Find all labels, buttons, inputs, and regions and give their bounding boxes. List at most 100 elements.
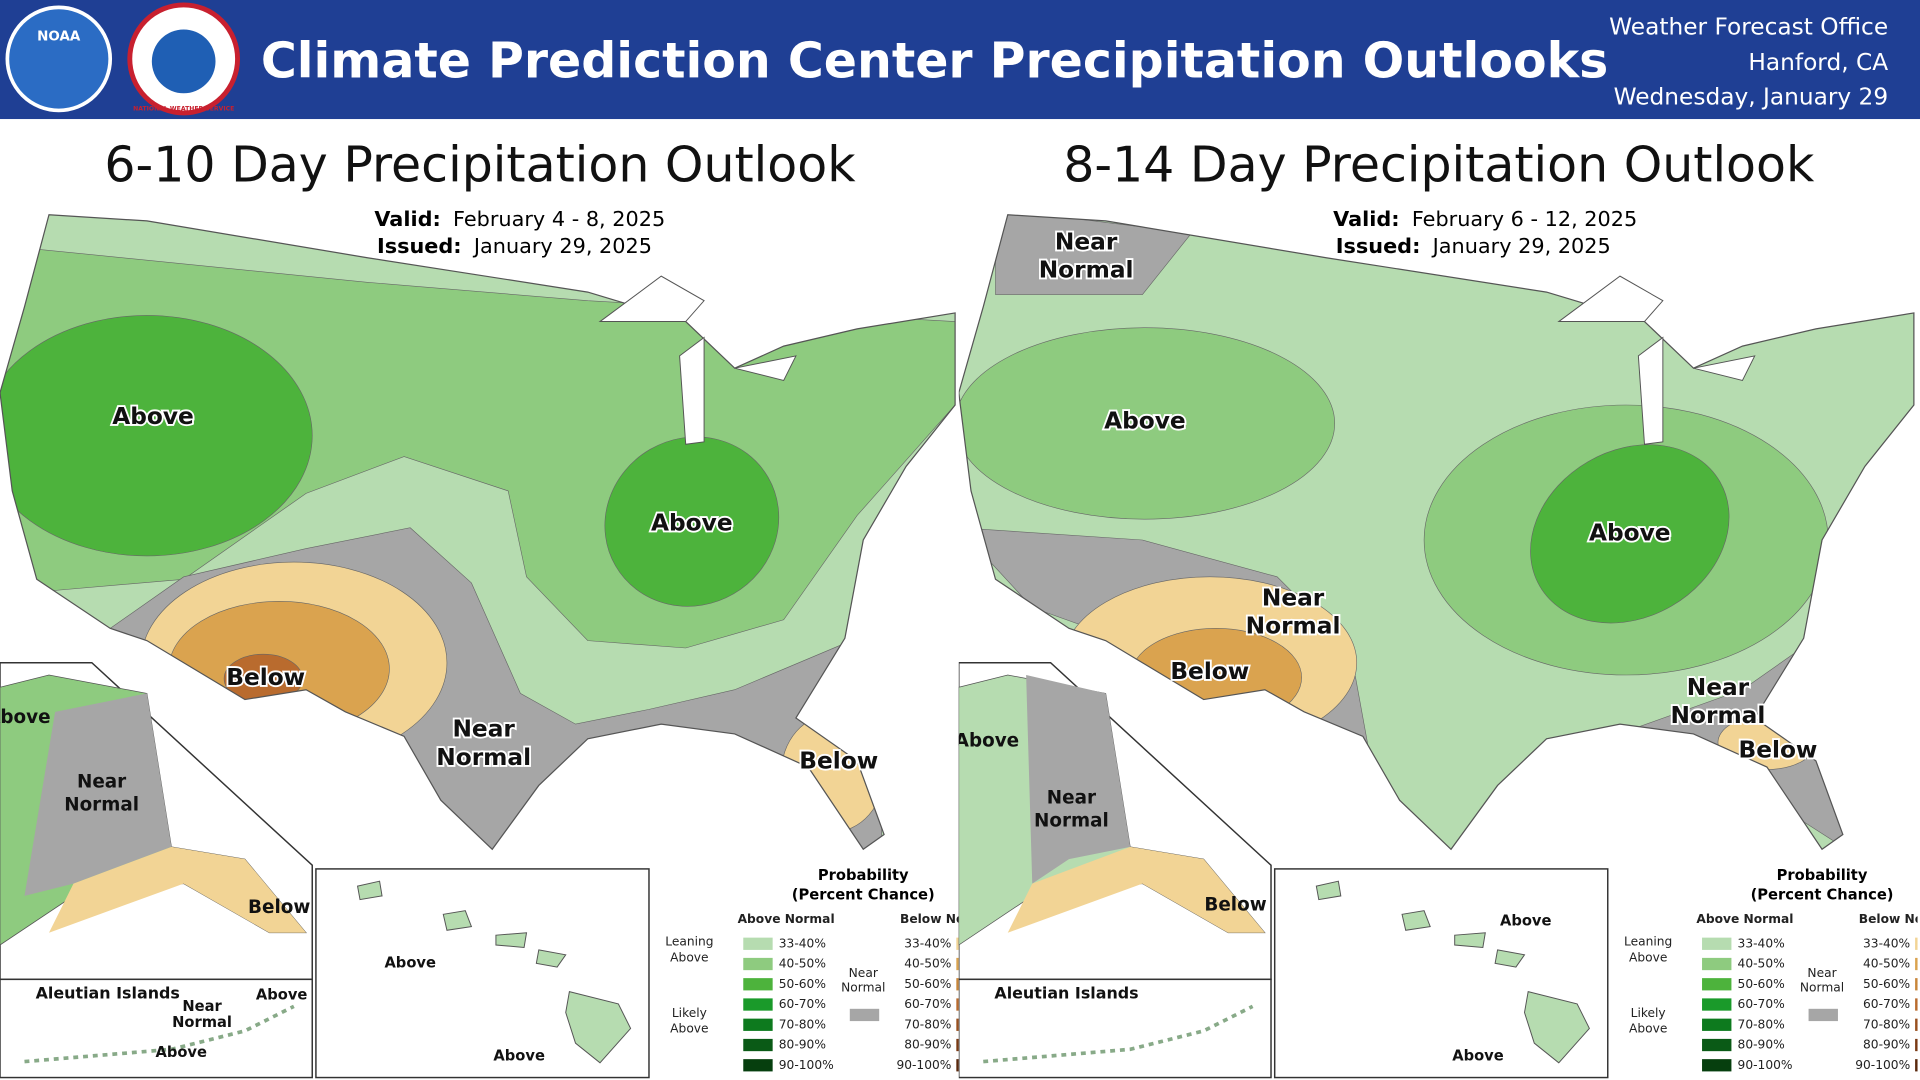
legend-swatch — [1702, 957, 1732, 971]
legend-swatch — [1915, 937, 1918, 950]
office-line: Hanford, CA — [1748, 49, 1888, 76]
valid-value: February 6 - 12, 2025 — [1412, 207, 1637, 231]
legend-swatch — [743, 998, 773, 1011]
hawaii-label: Above — [1500, 913, 1552, 930]
legend-swatch — [956, 957, 959, 971]
tspan: Normal — [841, 981, 885, 995]
issued-value: January 29, 2025 — [1431, 234, 1611, 258]
aleutian-box — [0, 978, 313, 1079]
legend-swatch — [743, 1059, 773, 1072]
legend-swatch — [743, 978, 773, 991]
aleutian-label: Aleutian Islands — [994, 984, 1138, 1003]
legend-range: 90-100% — [779, 1058, 834, 1072]
legend-range: 33-40% — [904, 936, 951, 950]
tspan: Normal — [172, 1014, 232, 1031]
zone — [958, 327, 1335, 520]
regions-label: Below — [226, 664, 305, 691]
legend-swatch — [956, 1038, 959, 1052]
issued-value: January 29, 2025 — [472, 234, 652, 258]
map-title: 6-10 Day Precipitation Outlook — [104, 136, 856, 194]
hawaii-label: Above — [384, 954, 436, 971]
alaska-zone — [1026, 675, 1131, 884]
legend-group: Leaning Above — [1624, 935, 1672, 965]
aleutian-label: Near Normal — [172, 998, 232, 1031]
office-line: Wednesday, January 29 — [1614, 83, 1889, 110]
legend-range: 50-60% — [1863, 977, 1910, 991]
tspan: Near — [1262, 584, 1325, 611]
alaska-label: Near Normal — [1034, 787, 1109, 831]
legend-swatch — [1702, 1059, 1732, 1072]
aleutian-box — [958, 978, 1272, 1079]
legend-range: 80-90% — [904, 1038, 951, 1052]
legend-swatch — [956, 1059, 959, 1072]
valid-label: Valid: — [1333, 207, 1399, 231]
tspan: Near — [452, 715, 515, 742]
legend-title: Probability — [1777, 867, 1868, 884]
tspan: Likely — [672, 1006, 707, 1020]
alaska-label: Below — [248, 897, 310, 918]
aleutian-label: Aleutian Islands — [36, 984, 180, 1003]
legend-swatch — [849, 1008, 880, 1022]
legend-range: 33-40% — [1738, 936, 1785, 950]
legend-swatch — [1702, 937, 1732, 950]
legend-group: Leaning Above — [665, 935, 713, 965]
legend-swatch — [956, 978, 959, 991]
tspan: Normal — [64, 795, 139, 816]
legend-range: 80-90% — [1863, 1038, 1910, 1052]
regions-label: Below — [799, 748, 878, 775]
legend-range: 50-60% — [1738, 977, 1785, 991]
noaa-logo-text: NOAA — [37, 28, 81, 44]
nws-logo-text: NATIONAL WEATHER SERVICE — [133, 105, 234, 112]
legend-range: 70-80% — [779, 1017, 826, 1031]
alaska-zone — [24, 693, 172, 896]
legend-swatch — [1808, 1008, 1838, 1022]
header-title: Climate Prediction Center Precipitation … — [261, 31, 1608, 89]
alaska-label: Near Normal — [64, 771, 139, 815]
tspan: Leaning — [665, 935, 713, 949]
noaa-logo — [5, 5, 113, 113]
legend-near: Near Normal — [1800, 966, 1844, 995]
aleutian-label: Above — [256, 986, 308, 1003]
legend-range: 80-90% — [779, 1038, 826, 1052]
legend-swatch — [956, 1018, 959, 1031]
legend-range: 40-50% — [1738, 957, 1785, 971]
legend-swatch — [956, 937, 959, 950]
zone — [1530, 444, 1730, 624]
hawaii-islands — [356, 880, 632, 1064]
legend-title: (Percent Chance) — [1751, 887, 1894, 904]
legend-range: 70-80% — [1863, 1017, 1910, 1031]
header-bar — [0, 0, 1920, 120]
legend-range: 40-50% — [779, 957, 826, 971]
legend-range: 33-40% — [779, 936, 826, 950]
legend-header: Above Normal — [738, 912, 835, 926]
legend-range: 60-70% — [779, 997, 826, 1011]
legend-swatch — [956, 998, 959, 1011]
regions-label: Above — [651, 510, 733, 537]
tspan: Normal — [1800, 981, 1844, 995]
valid-label: Valid: — [374, 207, 440, 231]
regions-label: Above — [1589, 519, 1671, 546]
tspan: Above — [1629, 951, 1667, 965]
tspan: Normal — [1034, 811, 1109, 832]
regions-label: Near Normal — [436, 715, 531, 770]
hawaii-label: Above — [493, 1048, 545, 1065]
legend-title: Probability — [818, 867, 909, 884]
tspan: Near — [1687, 673, 1750, 700]
legend-swatch — [1915, 978, 1918, 991]
legend-swatch — [1915, 998, 1918, 1011]
tspan: Above — [670, 1022, 708, 1036]
tspan: Near — [849, 966, 879, 980]
tspan: Near — [182, 998, 222, 1015]
aleutian-islands — [983, 1004, 1254, 1064]
valid-value: February 4 - 8, 2025 — [453, 207, 665, 231]
legend-range: 33-40% — [1863, 936, 1910, 950]
legend-range: 90-100% — [1738, 1058, 1793, 1072]
office-line: Weather Forecast Office — [1609, 13, 1888, 40]
legend-near: Near Normal — [841, 966, 885, 995]
legend-header: Below Normal — [900, 912, 996, 926]
hawaii-islands — [1315, 880, 1590, 1064]
legend-range: 60-70% — [904, 997, 951, 1011]
alaska-label: Above — [955, 730, 1019, 751]
issued-label: Issued: — [377, 234, 462, 258]
map-title: 8-14 Day Precipitation Outlook — [1063, 136, 1815, 194]
